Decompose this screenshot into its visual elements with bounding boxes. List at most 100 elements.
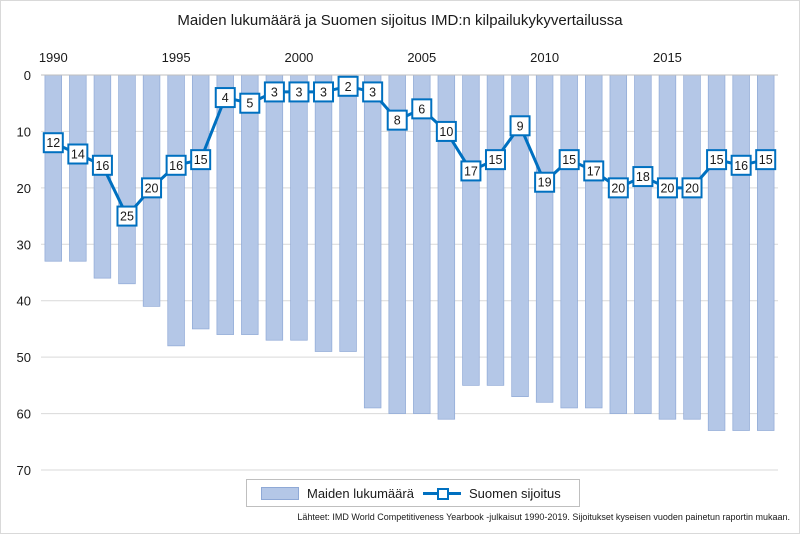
- y-tick-label: 30: [17, 237, 31, 252]
- data-label: 15: [562, 153, 576, 167]
- legend: Maiden lukumäärä Suomen sijoitus: [246, 479, 580, 507]
- point-marker: [67, 143, 89, 165]
- point-marker: [116, 205, 138, 227]
- data-label: 18: [636, 170, 650, 184]
- point-marker: [460, 160, 482, 182]
- point-marker: [337, 75, 359, 97]
- point-marker: [190, 149, 212, 171]
- point-marker: [558, 149, 580, 171]
- line-series-suomen-sijoitus: [42, 75, 777, 227]
- source-note: Lähteet: IMD World Competitiveness Yearb…: [297, 512, 790, 522]
- point-marker: [509, 115, 531, 137]
- point-marker: [730, 154, 752, 176]
- data-label: 19: [538, 176, 552, 190]
- gridlines: [41, 130, 778, 471]
- data-label: 5: [246, 97, 253, 111]
- bar: [634, 74, 652, 414]
- bar: [191, 74, 210, 330]
- data-label: 3: [369, 85, 376, 99]
- data-label: 17: [587, 164, 601, 178]
- bar: [290, 74, 308, 341]
- data-label: 9: [517, 119, 524, 133]
- legend-label-line: Suomen sijoitus: [469, 485, 561, 501]
- y-tick-label: 50: [17, 350, 31, 365]
- data-label: 2: [345, 80, 352, 94]
- legend-item-bars: Maiden lukumäärä: [261, 480, 414, 506]
- x-tick-label: 1990: [39, 50, 68, 65]
- point-marker: [607, 177, 629, 199]
- point-marker: [656, 177, 678, 199]
- bar: [265, 74, 284, 341]
- chart-title: Maiden lukumäärä ja Suomen sijoitus IMD:…: [177, 12, 623, 29]
- data-labels: 12 14 16 25 20 16 15 4 5 3 3 3 2 3 8 6 10 17 15 9 19 15 17 20 18…: [46, 80, 772, 224]
- point-marker: [484, 149, 506, 171]
- data-label: 15: [710, 153, 724, 167]
- point-marker: [263, 81, 285, 103]
- data-label: 8: [394, 114, 401, 128]
- x-tick-label: 2015: [653, 50, 682, 65]
- bar: [118, 74, 136, 285]
- bar: [241, 74, 259, 335]
- data-label: 20: [611, 181, 625, 195]
- data-label: 15: [194, 153, 208, 167]
- point-marker: [141, 177, 163, 199]
- point-marker: [583, 160, 605, 182]
- point-marker: [165, 154, 187, 176]
- bar: [609, 74, 628, 414]
- data-label: 15: [489, 153, 503, 167]
- point-marker: [534, 171, 556, 193]
- y-tick-label: 20: [17, 181, 31, 196]
- data-label: 12: [46, 136, 60, 150]
- bar: [167, 74, 185, 347]
- y-tick-label: 10: [17, 124, 31, 139]
- data-label: 3: [271, 85, 278, 99]
- legend-label-bars: Maiden lukumäärä: [307, 485, 414, 501]
- data-label: 16: [169, 159, 183, 173]
- data-label: 4: [222, 91, 229, 105]
- bar: [757, 74, 775, 431]
- data-label: 15: [759, 153, 773, 167]
- point-marker: [411, 98, 433, 120]
- point-marker: [42, 132, 64, 154]
- bar: [44, 74, 62, 262]
- point-marker: [362, 81, 384, 103]
- y-tick-label: 40: [17, 294, 31, 309]
- data-label: 20: [685, 181, 699, 195]
- y-tick-label: 70: [17, 463, 31, 478]
- point-marker: [681, 177, 703, 199]
- bar: [732, 74, 750, 431]
- point-marker: [706, 149, 728, 171]
- legend-swatch-line: [423, 487, 461, 500]
- legend-item-line: Suomen sijoitus: [423, 480, 561, 506]
- point-marker: [214, 87, 236, 109]
- point-marker: [288, 81, 310, 103]
- bar: [363, 74, 382, 409]
- bar: [585, 74, 603, 409]
- point-marker: [313, 81, 335, 103]
- data-label: 3: [320, 85, 327, 99]
- data-label: 17: [464, 164, 478, 178]
- bar: [486, 74, 505, 386]
- point-marker: [239, 92, 261, 114]
- data-label: 6: [418, 102, 425, 116]
- data-label: 14: [71, 148, 85, 162]
- bar: [413, 74, 431, 414]
- point-marker: [386, 109, 408, 131]
- x-tick-label: 2010: [530, 50, 559, 65]
- x-tick-label: 2000: [284, 50, 313, 65]
- data-label: 20: [145, 181, 159, 195]
- data-label: 3: [295, 85, 302, 99]
- data-label: 10: [439, 125, 453, 139]
- y-tick-label: 0: [24, 68, 31, 83]
- data-label: 25: [120, 210, 134, 224]
- data-label: 20: [660, 181, 674, 195]
- point-marker: [435, 120, 457, 142]
- legend-swatch-bar: [261, 486, 299, 500]
- bar: [707, 74, 726, 431]
- bar: [314, 74, 333, 352]
- point-marker: [755, 149, 777, 171]
- x-tick-label: 1995: [162, 50, 191, 65]
- point-marker: [91, 154, 113, 176]
- bar: [560, 74, 578, 409]
